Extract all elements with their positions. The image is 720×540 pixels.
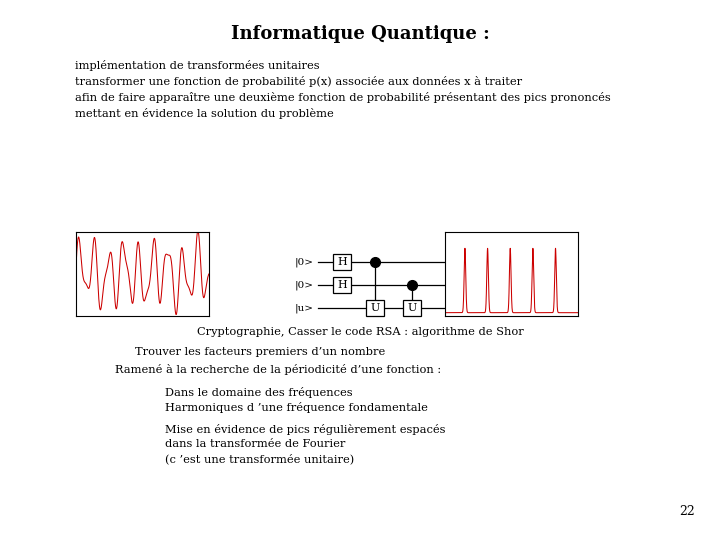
Text: Harmoniques d ’une fréquence fondamentale: Harmoniques d ’une fréquence fondamental… xyxy=(165,402,428,413)
FancyBboxPatch shape xyxy=(403,300,421,316)
FancyBboxPatch shape xyxy=(333,254,351,270)
Text: Trouver les facteurs premiers d’un nombre: Trouver les facteurs premiers d’un nombr… xyxy=(135,347,385,357)
FancyBboxPatch shape xyxy=(366,300,384,316)
Text: Dans le domaine des fréquences: Dans le domaine des fréquences xyxy=(165,387,353,398)
Text: 22: 22 xyxy=(679,505,695,518)
Text: Informatique Quantique :: Informatique Quantique : xyxy=(230,25,490,43)
Text: (c ’est une transformée unitaire): (c ’est une transformée unitaire) xyxy=(165,454,354,465)
Text: Mise en évidence de pics régulièrement espacés: Mise en évidence de pics régulièrement e… xyxy=(165,424,446,435)
Text: H: H xyxy=(337,280,347,290)
Text: U: U xyxy=(408,303,417,313)
Text: |0>: |0> xyxy=(295,257,314,267)
Text: |0>: |0> xyxy=(295,280,314,290)
Text: H: H xyxy=(337,257,347,267)
Text: Ramené à la recherche de la périodicité d’une fonction :: Ramené à la recherche de la périodicité … xyxy=(115,364,441,375)
Text: dans la transformée de Fourier: dans la transformée de Fourier xyxy=(165,439,346,449)
Text: implémentation de transformées unitaires
transformer une fonction de probabilité: implémentation de transformées unitaires… xyxy=(75,60,611,119)
Text: Cryptographie, Casser le code RSA : algorithme de Shor: Cryptographie, Casser le code RSA : algo… xyxy=(197,327,523,337)
FancyBboxPatch shape xyxy=(333,277,351,293)
Text: |u>: |u> xyxy=(295,303,314,313)
Text: U: U xyxy=(370,303,379,313)
